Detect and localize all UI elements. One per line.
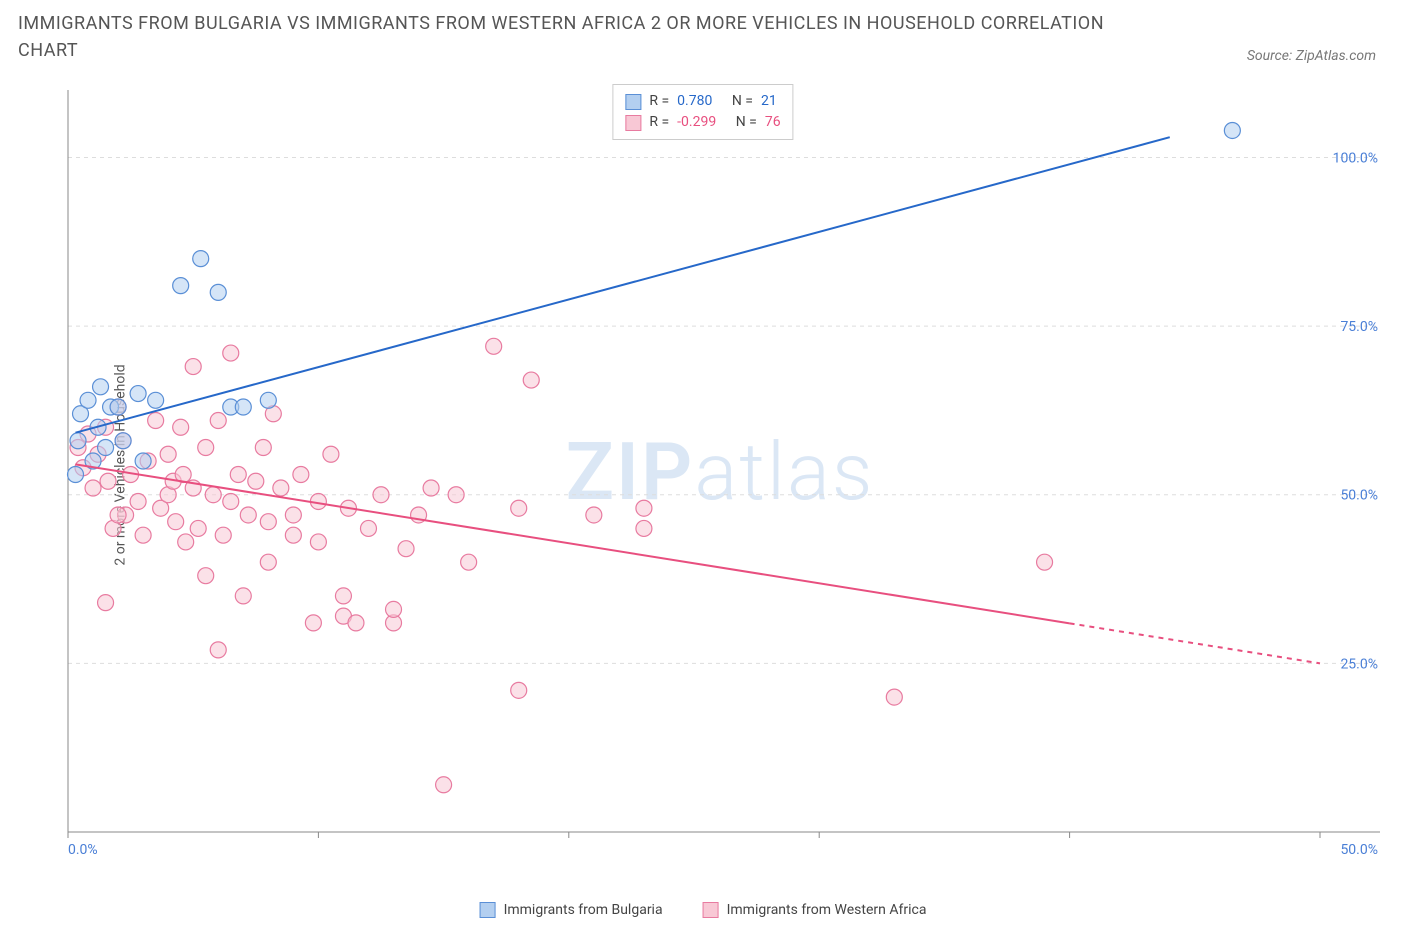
correlation-stats-box: R = 0.780 N = 21 R = -0.299 N = 76 (612, 84, 793, 140)
source-attribution: Source: ZipAtlas.com (1247, 48, 1376, 64)
legend-item-series2: Immigrants from Western Africa (703, 902, 927, 918)
y-tick-label: 50.0% (1340, 488, 1378, 504)
legend-label-series2: Immigrants from Western Africa (727, 902, 927, 918)
r-value-2: -0.299 (677, 112, 716, 133)
r-value-1: 0.780 (677, 91, 712, 112)
legend-label-series1: Immigrants from Bulgaria (504, 902, 663, 918)
swatch-series1 (625, 94, 641, 110)
n-value-1: 21 (761, 91, 777, 112)
r-label-2: R = (649, 112, 669, 133)
n-label-2: N = (736, 112, 757, 133)
stats-row-series1: R = 0.780 N = 21 (625, 91, 780, 112)
n-value-2: 76 (765, 112, 781, 133)
chart-title: IMMIGRANTS FROM BULGARIA VS IMMIGRANTS F… (18, 10, 1118, 64)
x-tick-label: 0.0% (68, 842, 98, 858)
legend-swatch-series2 (703, 902, 719, 918)
legend-item-series1: Immigrants from Bulgaria (480, 902, 663, 918)
stats-row-series2: R = -0.299 N = 76 (625, 112, 780, 133)
scatter-chart-svg: 25.0% 50.0% 75.0% 100.0% 0.0% 50.0% (60, 82, 1380, 862)
y-tick-label: 100.0% (1333, 150, 1378, 166)
n-label-1: N = (732, 91, 753, 112)
x-tick-label: 50.0% (1340, 842, 1378, 858)
bottom-legend: Immigrants from Bulgaria Immigrants from… (480, 902, 927, 918)
y-tick-label: 25.0% (1340, 656, 1378, 672)
swatch-series2 (625, 115, 641, 131)
y-tick-label: 75.0% (1340, 319, 1378, 335)
chart-area: ZIPatlas 25.0%50.0%75.0%100.0%0.0%50.0% (60, 82, 1380, 862)
legend-swatch-series1 (480, 902, 496, 918)
r-label-1: R = (649, 91, 669, 112)
